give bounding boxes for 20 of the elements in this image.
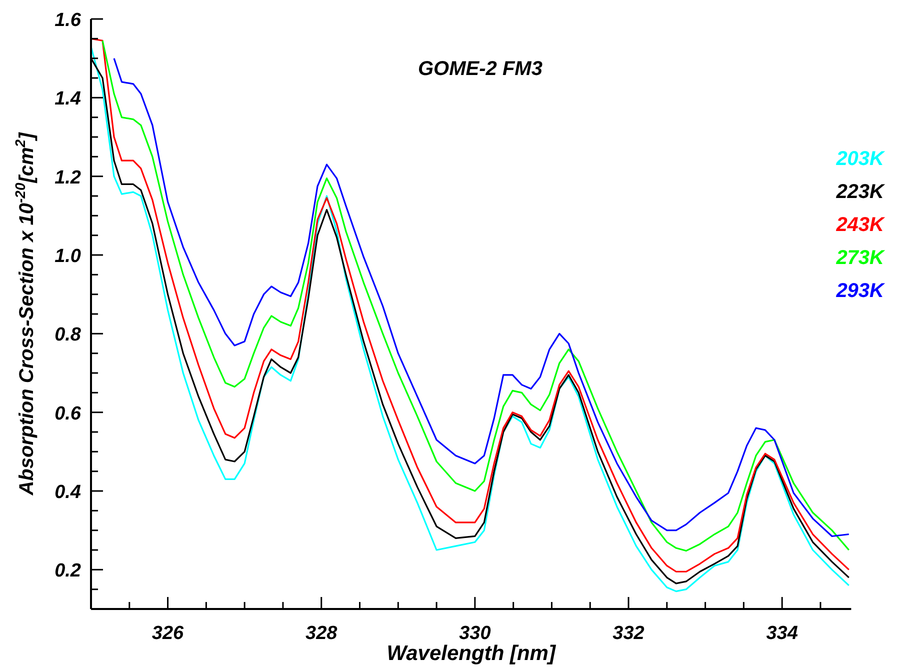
- text: 203K: [836, 148, 884, 171]
- y-tick-label: 0.2: [54, 560, 82, 582]
- text: 223K: [836, 181, 884, 204]
- y-tick-label: 1.6: [54, 10, 82, 31]
- y-tick-label: 1.0: [54, 246, 82, 267]
- text: 293K: [836, 280, 884, 303]
- x-tick-label: 326: [152, 623, 184, 644]
- y-tick-label: 0.4: [54, 482, 82, 503]
- text: 243K: [836, 214, 884, 237]
- x-axis-title: Wavelength [nm]: [386, 642, 556, 665]
- text: GOME-2 FM3: [418, 58, 542, 81]
- x-tick-label: 332: [612, 623, 645, 644]
- y-tick-label: 1.2: [54, 167, 82, 188]
- text: 273K: [836, 247, 884, 270]
- y-tick-label: 1.4: [54, 88, 82, 110]
- x-tick-label: 334: [766, 623, 798, 644]
- y-tick-label: 0.8: [54, 324, 82, 346]
- x-tick-label: 330: [459, 623, 492, 644]
- y-tick-label: 0.6: [54, 403, 82, 424]
- x-tick-label: 328: [306, 623, 338, 644]
